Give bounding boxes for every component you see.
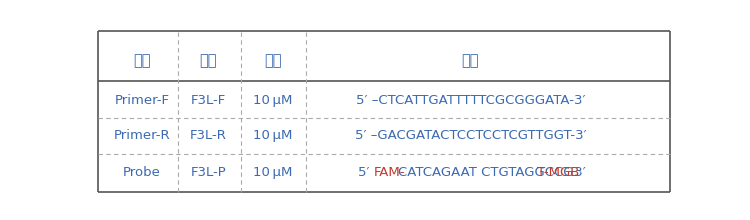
Text: 5′ –GACGATACTCCTCCTCGTTGGT-3′: 5′ –GACGATACTCCTCCTCGTTGGT-3′ xyxy=(355,129,586,142)
Text: Primer-R: Primer-R xyxy=(114,129,170,142)
Text: F3L-P: F3L-P xyxy=(190,167,226,180)
Text: Primer-F: Primer-F xyxy=(115,94,170,106)
Text: FAM-: FAM- xyxy=(374,167,405,180)
Text: 5′: 5′ xyxy=(358,167,378,180)
Text: 名称: 名称 xyxy=(134,53,151,68)
Text: Probe: Probe xyxy=(123,167,161,180)
Text: 浓度: 浓度 xyxy=(264,53,281,68)
Text: 简称: 简称 xyxy=(200,53,217,68)
Text: CATCAGAAT CTGTAGGCCG: CATCAGAAT CTGTAGGCCG xyxy=(398,167,578,180)
Text: 3′: 3′ xyxy=(570,167,586,180)
Text: 10 μM: 10 μM xyxy=(253,167,292,180)
Text: F3L-F: F3L-F xyxy=(190,94,226,106)
Text: 10 μM: 10 μM xyxy=(253,129,292,142)
Text: 序列: 序列 xyxy=(462,53,479,68)
Text: 10 μM: 10 μM xyxy=(253,94,292,106)
Text: F3L-R: F3L-R xyxy=(190,129,226,142)
Text: 5′ –CTCATTGATTTTTCGCGGGATA-3′: 5′ –CTCATTGATTTTTCGCGGGATA-3′ xyxy=(356,94,585,106)
Text: T-MGB: T-MGB xyxy=(538,167,580,180)
